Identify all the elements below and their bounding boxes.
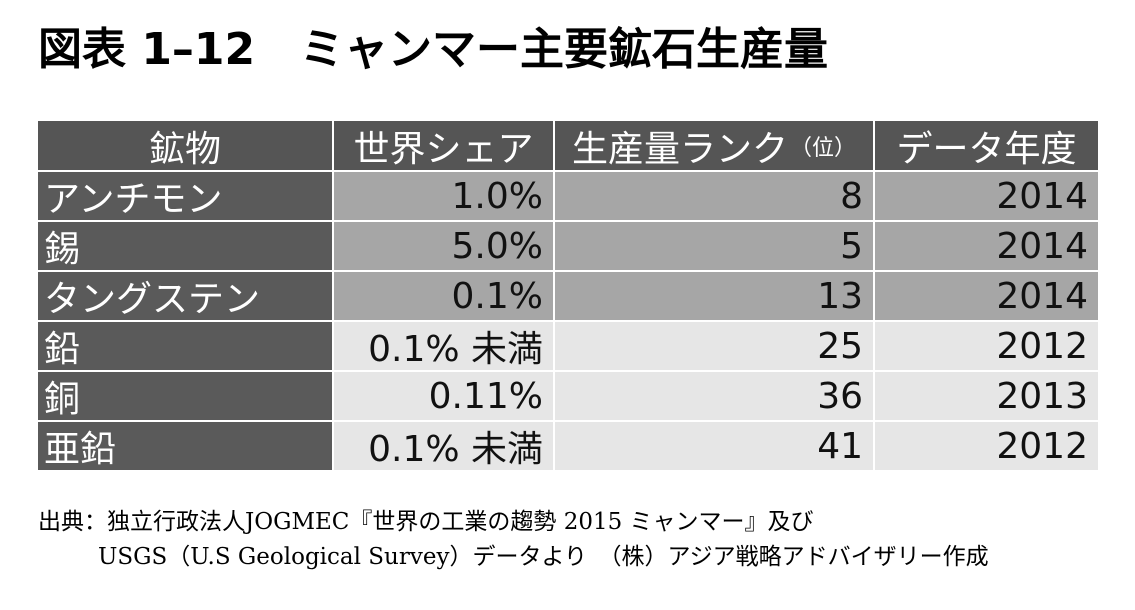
year-cell: 2014 [875,222,1098,270]
mineral-cell: 銅 [38,372,332,420]
rank-cell: 41 [555,422,873,470]
header-world-share: 世界シェア [334,121,553,170]
world-share-cell: 5.0% [334,222,553,270]
header-mineral: 鉱物 [38,121,332,170]
mineral-cell: 亜鉛 [38,422,332,470]
header-rank: 生産量ランク （位） [555,121,873,170]
world-share-cell: 0.1% 未満 [334,422,553,470]
world-share-cell: 0.1% 未満 [334,322,553,370]
figure-title: 図表 1–12 ミャンマー主要鉱石生産量 [38,22,1098,78]
year-cell: 2014 [875,172,1098,220]
rank-cell: 25 [555,322,873,370]
header-rank-label: 生産量ランク [571,128,788,170]
rank-cell: 8 [555,172,873,220]
mineral-cell: 鉛 [38,322,332,370]
year-cell: 2013 [875,372,1098,420]
rank-cell: 5 [555,222,873,270]
mineral-cell: アンチモン [38,172,332,220]
header-rank-unit: （位） [790,135,857,161]
source-note-line-2: USGS（U.S Geological Survey）データより （株）アジア戦… [98,544,989,570]
figure-number: 図表 1–12 [38,24,256,75]
source-note-line-1: 出典：独立行政法人JOGMEC『世界の工業の趨勢 2015 ミャンマー』及び [38,509,814,535]
figure-title-text: ミャンマー主要鉱石生産量 [300,24,828,75]
header-year: データ年度 [875,121,1098,170]
world-share-cell: 1.0% [334,172,553,220]
world-share-cell: 0.11% [334,372,553,420]
year-cell: 2014 [875,272,1098,320]
year-cell: 2012 [875,322,1098,370]
rank-cell: 13 [555,272,873,320]
rank-cell: 36 [555,372,873,420]
mineral-cell: タングステン [38,272,332,320]
mineral-cell: 錫 [38,222,332,270]
world-share-cell: 0.1% [334,272,553,320]
mineral-production-table: 鉱物 世界シェア 生産量ランク （位） データ年度 アンチモン 1.0% 8 20… [38,121,1098,470]
year-cell: 2012 [875,422,1098,470]
